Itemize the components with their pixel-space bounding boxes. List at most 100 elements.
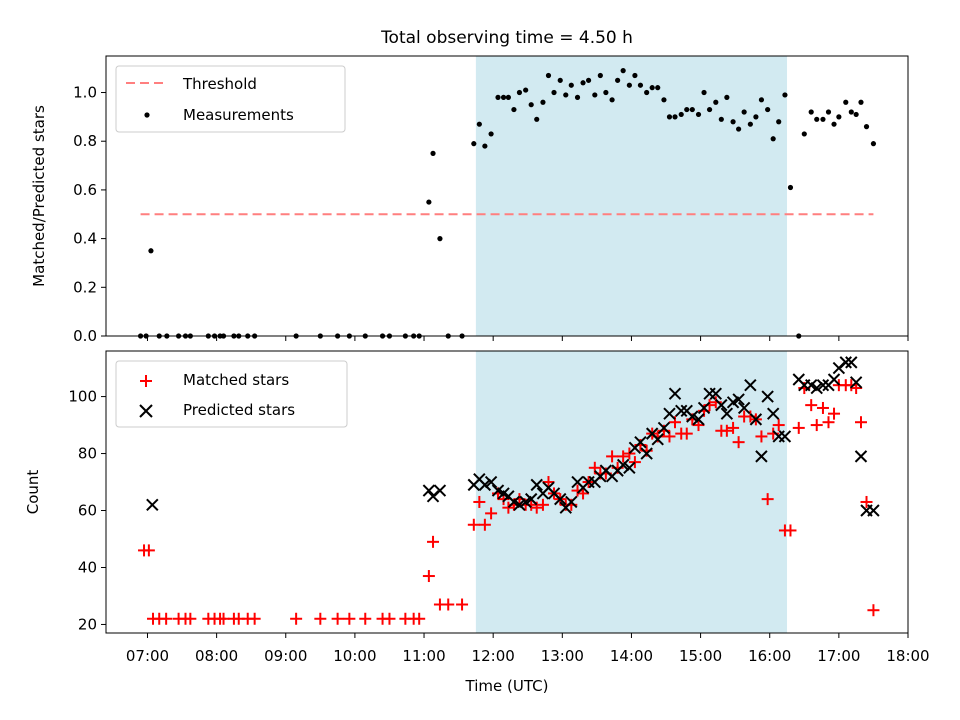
matched-star-point	[867, 604, 880, 617]
measurement-point	[574, 94, 581, 100]
matched-star-point	[606, 450, 619, 463]
matched-star-point	[810, 419, 823, 432]
matched-star-point	[617, 450, 630, 463]
measurement-point	[730, 119, 736, 125]
top-legend: Threshold Measurements	[115, 65, 346, 133]
predicted-star-point	[616, 458, 630, 472]
measurement-point	[689, 106, 695, 113]
measurement-point	[597, 72, 603, 79]
x-tick-label: 13:00	[541, 647, 584, 665]
predicted-star-point	[827, 373, 841, 386]
predicted-star-point	[715, 398, 728, 412]
x-tick-label: 10:00	[333, 647, 376, 665]
matched-star-point	[485, 507, 498, 520]
measurement-point	[430, 150, 436, 156]
legend-predicted-label: Predicted stars	[183, 401, 295, 419]
matched-star-point	[502, 501, 515, 514]
matched-star-point	[822, 416, 835, 429]
x-tick-label: 17:00	[817, 647, 860, 665]
measurement-point	[848, 109, 854, 115]
matched-star-point	[331, 612, 344, 625]
predicted-star-point	[720, 407, 734, 420]
measurement-point	[801, 131, 807, 137]
predicted-star-point	[668, 387, 682, 400]
predicted-star-point	[778, 430, 792, 443]
predicted-star-point	[651, 433, 664, 446]
measurement-point	[516, 89, 523, 96]
x-tick-label: 08:00	[195, 647, 238, 665]
measurement-point	[661, 97, 667, 103]
y-tick-label: 0.0	[73, 327, 97, 345]
measurement-point	[825, 109, 832, 115]
y-tick-label: 40	[78, 558, 97, 576]
measurement-point	[557, 77, 563, 83]
measurement-point	[831, 121, 837, 127]
predicted-star-point	[749, 413, 763, 426]
y-tick-label: 60	[78, 502, 97, 520]
x-tick-label: 14:00	[610, 647, 653, 665]
measurement-point	[863, 124, 870, 130]
y-tick-label: 0.6	[73, 181, 97, 199]
measurement-point	[706, 106, 713, 113]
matched-star-point	[142, 544, 155, 557]
measurement-point	[836, 114, 842, 120]
top-plot-frame	[105, 55, 909, 337]
measurement-point	[858, 99, 864, 105]
matched-star-point	[792, 421, 805, 434]
measurement-point	[585, 77, 592, 83]
measurement-point	[684, 106, 690, 113]
matched-star-point	[850, 382, 863, 395]
measurement-point	[649, 85, 655, 91]
predicted-star-point	[433, 484, 447, 497]
matched-star-point	[160, 612, 173, 625]
matched-star-point	[755, 430, 768, 443]
x-tick-label: 12:00	[472, 647, 515, 665]
predicted-star-point	[867, 504, 880, 517]
chart-title: Total observing time = 4.50 h	[380, 28, 633, 48]
measurement-point	[500, 94, 507, 100]
bottom-panel: 20 40 60 80 100 07:00 08:00 09:00 10:00 11:00 12:…	[24, 350, 930, 695]
predicted-markers	[146, 356, 880, 517]
predicted-star-point	[565, 495, 578, 509]
measurement-point	[545, 72, 552, 79]
top-shaded-region	[475, 56, 788, 336]
measurement-point	[853, 111, 859, 118]
legend-matched-label: Matched stars	[183, 371, 289, 389]
y-tick-label: 0.4	[73, 230, 97, 248]
measurement-point	[609, 97, 615, 103]
x-tick-label: 16:00	[748, 647, 791, 665]
bottom-shaded-region	[475, 351, 788, 633]
measurement-point	[568, 82, 574, 88]
measurement-point	[765, 106, 771, 113]
predicted-star-point	[513, 498, 526, 512]
matched-star-point	[248, 612, 261, 625]
measurement-point	[814, 116, 820, 122]
matched-star-point	[359, 612, 372, 625]
matched-star-point	[456, 598, 469, 611]
measurement-point	[626, 82, 632, 88]
matched-star-point	[422, 570, 435, 583]
predicted-star-point	[478, 478, 492, 492]
legend-measurements-label: Measurements	[183, 106, 294, 124]
matched-star-point	[343, 612, 356, 625]
bottom-y-ticks: 20 40 60 80 100	[68, 388, 106, 633]
matched-star-point	[761, 493, 774, 506]
predicted-star-point	[686, 410, 699, 423]
legend-threshold-label: Threshold	[182, 75, 257, 93]
matched-star-point	[427, 535, 440, 548]
measurement-point	[736, 126, 742, 132]
measurement-point	[471, 141, 477, 147]
predicted-star-point	[737, 401, 751, 415]
measurement-point	[672, 114, 678, 120]
y-tick-label: 0.2	[73, 278, 97, 296]
matched-star-point	[816, 401, 829, 414]
top-markers	[137, 68, 877, 339]
measurement-point	[523, 87, 529, 93]
measurement-point	[655, 85, 661, 91]
measurement-point	[644, 89, 650, 96]
measurement-point	[753, 114, 759, 120]
matched-star-point	[860, 495, 873, 508]
matched-star-point	[217, 612, 230, 625]
predicted-star-point	[766, 407, 780, 420]
bottom-legend-box	[115, 360, 348, 428]
